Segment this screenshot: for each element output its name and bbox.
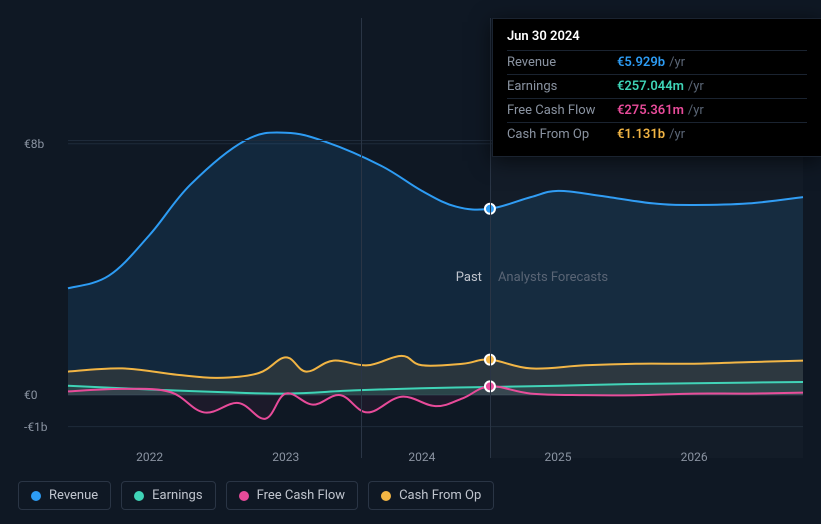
tooltip-date: Jun 30 2024 <box>507 29 807 44</box>
tooltip-row-unit: /yr <box>688 79 704 94</box>
y-axis-tick: €8b <box>24 137 44 151</box>
tooltip-row: Revenue€5.929b/yr <box>507 50 807 74</box>
tooltip-row: Cash From Op€1.131b/yr <box>507 122 807 146</box>
tooltip-row: Free Cash Flow€275.361m/yr <box>507 98 807 122</box>
financial-chart: €8b €0 -€1b Past Analysts Forecasts Jun 30… <box>18 18 803 506</box>
tooltip-row-unit: /yr <box>669 55 685 70</box>
legend-label: Free Cash Flow <box>257 488 345 503</box>
tooltip-row-value: €5.929b <box>617 55 665 70</box>
tooltip-row-unit: /yr <box>669 127 685 142</box>
x-axis-tick: 2025 <box>545 450 572 464</box>
legend-dot-icon <box>239 491 249 501</box>
legend-item-earnings[interactable]: Earnings <box>121 481 215 510</box>
plot-region[interactable]: Past Analysts Forecasts Jun 30 2024 Reve… <box>68 18 803 458</box>
legend-dot-icon <box>134 491 144 501</box>
series-area-revenue <box>68 133 803 396</box>
y-axis-tick: -€1b <box>24 420 48 434</box>
legend-dot-icon <box>31 491 41 501</box>
y-axis-labels: €8b €0 -€1b <box>18 18 66 458</box>
tooltip-row-value: €275.361m <box>617 103 684 118</box>
past-forecast-divider <box>490 18 491 458</box>
x-axis-tick: 2023 <box>272 450 299 464</box>
tooltip-row-value: €1.131b <box>617 127 665 142</box>
legend-dot-icon <box>381 491 391 501</box>
chart-legend: Revenue Earnings Free Cash Flow Cash From O… <box>18 481 494 510</box>
tooltip-row-label: Free Cash Flow <box>507 103 617 118</box>
data-tooltip: Jun 30 2024 Revenue€5.929b/yrEarnings€25… <box>492 18 821 157</box>
tooltip-row: Earnings€257.044m/yr <box>507 74 807 98</box>
legend-label: Cash From Op <box>399 488 481 503</box>
x-axis-tick: 2022 <box>136 450 163 464</box>
x-axis-tick: 2024 <box>408 450 435 464</box>
y-axis-tick: €0 <box>24 388 38 402</box>
x-axis-tick: 2026 <box>681 450 708 464</box>
legend-item-revenue[interactable]: Revenue <box>18 481 111 510</box>
tooltip-row-value: €257.044m <box>617 79 684 94</box>
tooltip-row-unit: /yr <box>688 103 704 118</box>
hover-guideline <box>361 18 362 458</box>
tooltip-row-label: Revenue <box>507 55 617 70</box>
chart-plot-area[interactable]: €8b €0 -€1b Past Analysts Forecasts Jun 30… <box>18 18 803 458</box>
legend-label: Revenue <box>49 488 98 503</box>
legend-item-fcf[interactable]: Free Cash Flow <box>226 481 358 510</box>
tooltip-row-label: Cash From Op <box>507 127 617 142</box>
legend-item-cash_from_op[interactable]: Cash From Op <box>368 481 494 510</box>
tooltip-row-label: Earnings <box>507 79 617 94</box>
legend-label: Earnings <box>152 488 202 503</box>
